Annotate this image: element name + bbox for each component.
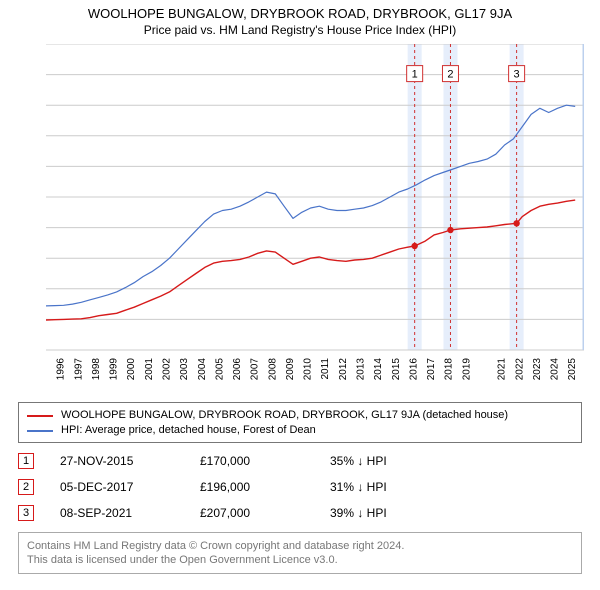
legend-row: WOOLHOPE BUNGALOW, DRYBROOK ROAD, DRYBRO… xyxy=(27,408,573,423)
sales-row: 2 05-DEC-2017£196,00031% ↓ HPI xyxy=(18,474,582,500)
sale-point xyxy=(411,243,417,249)
x-tick-label: 2023 xyxy=(532,358,543,381)
series-price_paid xyxy=(46,200,575,320)
x-tick-label: 1997 xyxy=(73,358,84,381)
footer-box: Contains HM Land Registry data © Crown c… xyxy=(18,532,582,574)
legend-swatch xyxy=(27,430,53,432)
x-tick-label: 2021 xyxy=(497,358,508,381)
x-tick-label: 2014 xyxy=(373,358,384,381)
legend-swatch xyxy=(27,415,53,417)
x-tick-label: 2018 xyxy=(444,358,455,381)
legend-label: WOOLHOPE BUNGALOW, DRYBROOK ROAD, DRYBRO… xyxy=(61,408,508,423)
footer-line-1: Contains HM Land Registry data © Crown c… xyxy=(27,539,573,553)
x-tick-label: 2007 xyxy=(250,358,261,381)
chart-subtitle: Price paid vs. HM Land Registry's House … xyxy=(0,23,600,37)
legend-label: HPI: Average price, detached house, Fore… xyxy=(61,423,316,438)
x-tick-label: 1995 xyxy=(46,358,49,381)
x-tick-label: 2013 xyxy=(356,358,367,381)
sales-date: 27-NOV-2015 xyxy=(60,454,200,468)
sales-table: 1 27-NOV-2015£170,00035% ↓ HPI 2 05-DEC-201… xyxy=(18,448,582,526)
x-tick-label: 2010 xyxy=(303,358,314,381)
x-tick-label: 2011 xyxy=(320,358,331,380)
x-tick-label: 2015 xyxy=(391,358,402,381)
sales-price: £196,000 xyxy=(200,480,330,494)
x-tick-label: 2001 xyxy=(144,358,155,381)
marker-label-text: 3 xyxy=(514,69,520,81)
legend-row: HPI: Average price, detached house, Fore… xyxy=(27,423,573,438)
legend-box: WOOLHOPE BUNGALOW, DRYBROOK ROAD, DRYBRO… xyxy=(18,402,582,443)
chart-titles: WOOLHOPE BUNGALOW, DRYBROOK ROAD, DRYBRO… xyxy=(0,0,600,37)
x-tick-label: 2022 xyxy=(514,358,525,381)
sales-date: 08-SEP-2021 xyxy=(60,506,200,520)
x-tick-label: 1996 xyxy=(56,358,67,381)
x-tick-label: 2025 xyxy=(567,358,578,381)
sales-row: 3 08-SEP-2021£207,00039% ↓ HPI xyxy=(18,500,582,526)
sales-price: £207,000 xyxy=(200,506,330,520)
chart-title: WOOLHOPE BUNGALOW, DRYBROOK ROAD, DRYBRO… xyxy=(0,6,600,21)
sales-diff: 35% ↓ HPI xyxy=(330,454,450,468)
marker-label-text: 1 xyxy=(412,69,418,81)
sales-marker: 3 xyxy=(18,505,34,521)
line-chart-svg: £0£50K£100K£150K£200K£250K£300K£350K£400… xyxy=(46,44,584,384)
sales-marker: 1 xyxy=(18,453,34,469)
marker-label-text: 2 xyxy=(447,69,453,81)
sales-diff: 39% ↓ HPI xyxy=(330,506,450,520)
x-tick-label: 2000 xyxy=(126,358,137,381)
sales-row: 1 27-NOV-2015£170,00035% ↓ HPI xyxy=(18,448,582,474)
x-tick-label: 2004 xyxy=(197,358,208,381)
x-tick-label: 2005 xyxy=(214,358,225,381)
sale-point xyxy=(447,227,453,233)
x-tick-label: 2009 xyxy=(285,358,296,381)
x-tick-label: 2003 xyxy=(179,358,190,381)
sale-point xyxy=(513,220,519,226)
x-tick-label: 2019 xyxy=(461,358,472,381)
x-tick-label: 2016 xyxy=(408,358,419,381)
sales-date: 05-DEC-2017 xyxy=(60,480,200,494)
page-root: WOOLHOPE BUNGALOW, DRYBROOK ROAD, DRYBRO… xyxy=(0,0,600,590)
sales-marker: 2 xyxy=(18,479,34,495)
sales-price: £170,000 xyxy=(200,454,330,468)
x-tick-label: 1999 xyxy=(109,358,120,381)
x-tick-label: 2012 xyxy=(338,358,349,381)
x-tick-label: 2006 xyxy=(232,358,243,381)
x-tick-label: 2008 xyxy=(267,358,278,381)
footer-line-2: This data is licensed under the Open Gov… xyxy=(27,553,573,567)
chart-area: £0£50K£100K£150K£200K£250K£300K£350K£400… xyxy=(46,44,584,384)
sales-diff: 31% ↓ HPI xyxy=(330,480,450,494)
x-tick-label: 1998 xyxy=(91,358,102,381)
x-tick-label: 2002 xyxy=(161,358,172,381)
x-tick-label: 2017 xyxy=(426,358,437,381)
x-tick-label: 2024 xyxy=(550,358,561,381)
